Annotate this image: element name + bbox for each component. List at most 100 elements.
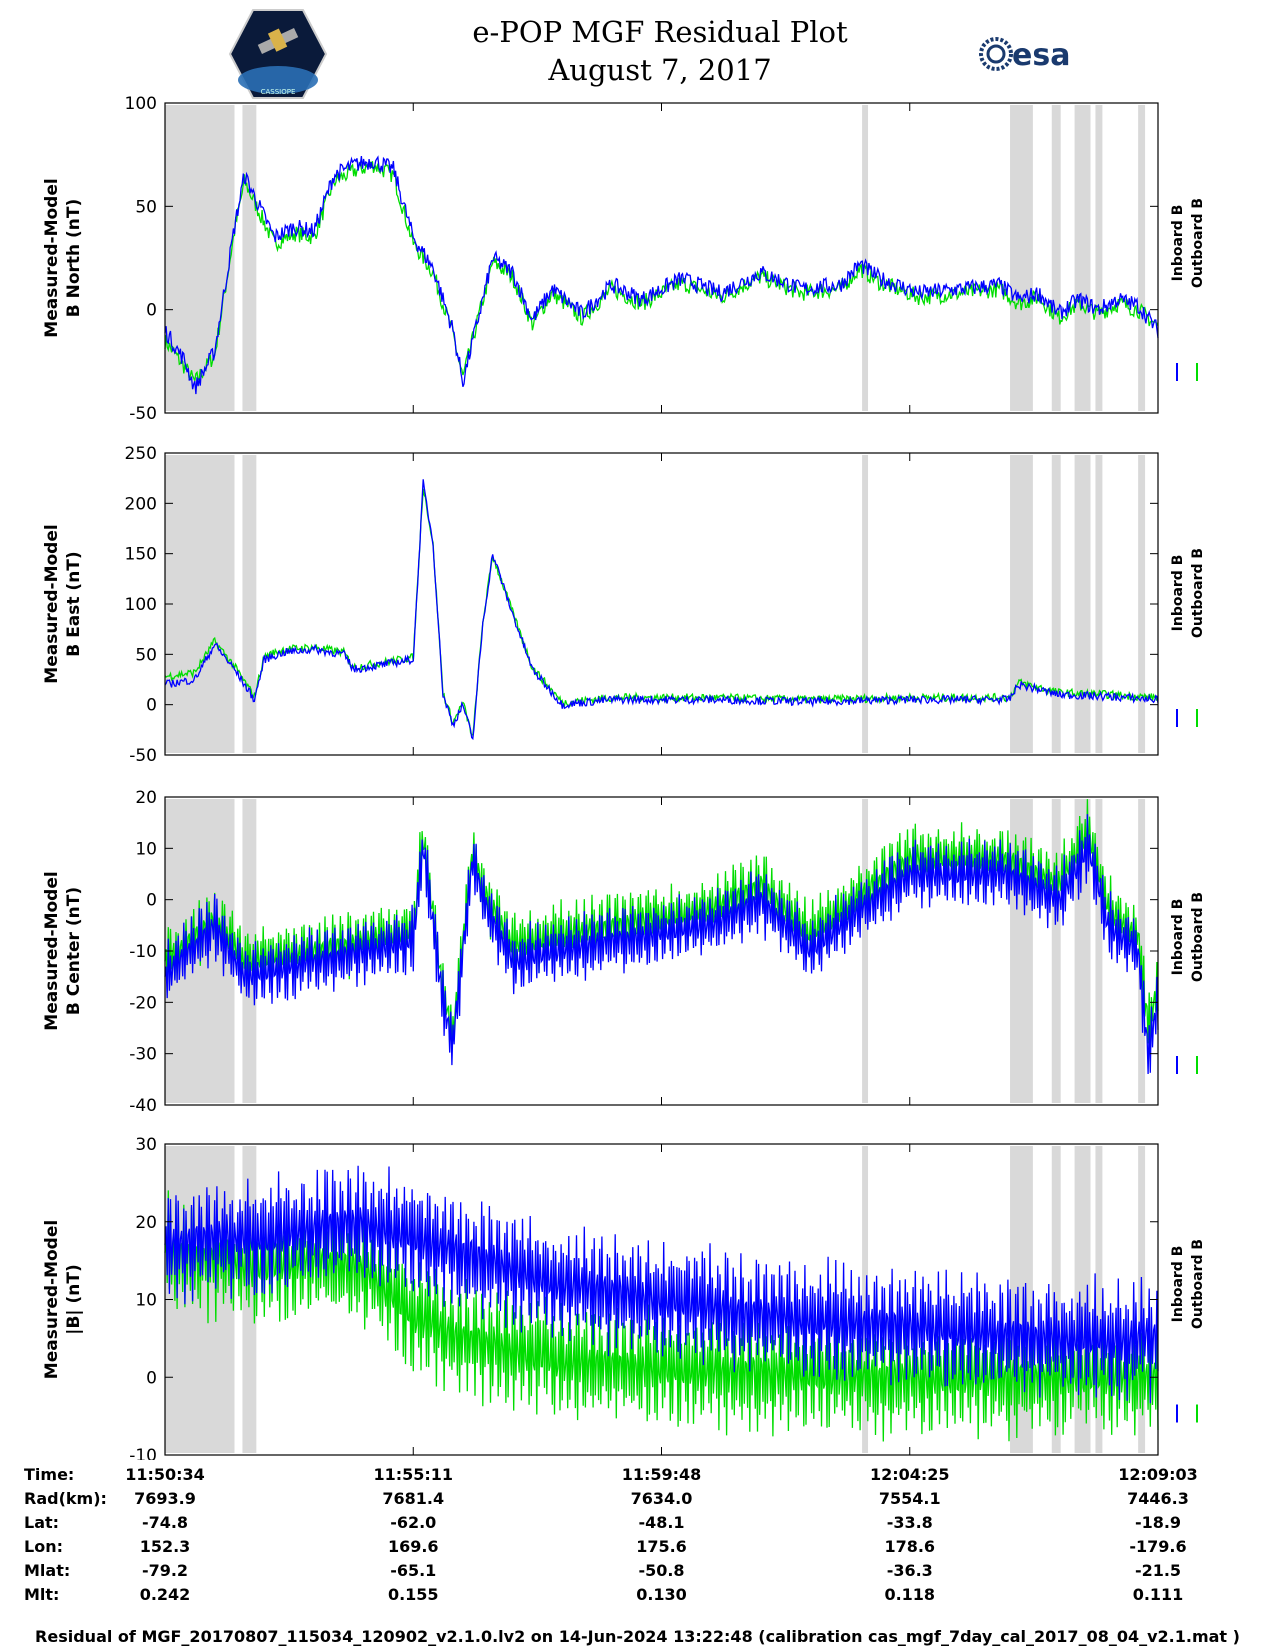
y-tick-label: 100 (125, 94, 157, 114)
gap-shade (165, 455, 235, 753)
ephemeris-cell: 7634.0 (630, 1489, 693, 1508)
ephemeris-cell: -48.1 (638, 1513, 685, 1532)
esa-logo: esa (979, 37, 1070, 73)
gap-shade (1010, 105, 1033, 411)
gap-shade (242, 105, 257, 411)
series-line-inboard-b (164, 155, 1159, 395)
y-axis-label: Measured-Model (42, 871, 62, 1030)
gap-shade (1051, 1146, 1061, 1453)
y-tick-label: -50 (129, 746, 157, 766)
ephemeris-row-label: Mlt: (24, 1585, 60, 1604)
y-tick-label: 50 (135, 197, 157, 217)
logo-left-text: CASSIOPE (261, 88, 296, 96)
ephemeris-cell: 175.6 (636, 1537, 687, 1556)
legend-label: Inboard B (1170, 1246, 1186, 1323)
ephemeris-cell: -18.9 (1134, 1513, 1182, 1532)
plot-frame (164, 102, 1159, 414)
ephemeris-cell: -179.6 (1129, 1537, 1187, 1556)
panel-2: -50 0 50 100 150 200 250 Measured-Model B East (… (42, 444, 1206, 766)
ephemeris-cell: 0.118 (884, 1585, 936, 1604)
caption: Residual of MGF_20170807_115034_120902_v… (35, 1627, 1240, 1646)
gap-shade (1010, 455, 1033, 753)
legend-label: Inboard B (1170, 205, 1186, 282)
y-axis-label: Measured-Model (42, 1220, 62, 1379)
y-tick-label: 10 (135, 1291, 157, 1311)
y-tick-label: -20 (129, 993, 157, 1013)
y-tick-label: 30 (135, 1135, 157, 1155)
ephemeris-cell: 12:09:03 (1118, 1465, 1198, 1484)
ephemeris-cell: 12:04:25 (869, 1465, 950, 1484)
gap-shade (862, 799, 869, 1103)
gap-shade (1074, 455, 1091, 753)
gap-shade (242, 455, 257, 753)
ephemeris-cell: 7446.3 (1127, 1489, 1189, 1508)
y-axis-label: B Center (nT) (64, 887, 84, 1015)
ephemeris-cell: -33.8 (886, 1513, 933, 1532)
ephemeris-cell: 169.6 (387, 1537, 439, 1556)
gap-shade (1074, 105, 1091, 411)
legend-label: Inboard B (1170, 899, 1186, 976)
legend-label: Outboard B (1190, 198, 1206, 288)
ephemeris-table: Time: 11:50:34 11:55:11 11:59:48 12:04:25 12:… (0, 1465, 1275, 1615)
ephemeris-cell: 7554.1 (878, 1489, 941, 1508)
y-axis-label: Measured-Model (42, 178, 62, 337)
panel-4: -10 0 10 20 30 Measured-Model |B| (nT) Inboard … (42, 1135, 1206, 1460)
series-line-outboard-b (164, 799, 1159, 1050)
series-line-inboard-b (164, 1165, 1159, 1404)
y-axis-label: |B| (nT) (64, 1264, 84, 1335)
legend-label: Outboard B (1190, 1239, 1206, 1329)
gap-shade (862, 105, 869, 411)
ephemeris-cell: 7681.4 (382, 1489, 445, 1508)
y-tick-label: 0 (146, 696, 157, 716)
gap-shade (862, 1146, 869, 1453)
ephemeris-cell: -21.5 (1134, 1561, 1182, 1580)
plot-frame (164, 452, 1159, 756)
ephemeris-row-label: Rad(km): (24, 1489, 107, 1508)
y-tick-label: 0 (146, 891, 157, 911)
panel-3: -40 -30 -20 -10 0 10 20 Measured-Model B Center … (42, 788, 1206, 1116)
y-tick-label: 0 (146, 301, 157, 321)
y-tick-label: -50 (129, 404, 157, 424)
gap-shade (165, 105, 235, 411)
logo-right-text: esa (1012, 38, 1070, 73)
gap-shade (1010, 799, 1033, 1103)
cassiope-logo: CASSIOPE (228, 9, 328, 99)
gap-shade (1095, 1146, 1103, 1453)
legend-label: Outboard B (1190, 548, 1206, 638)
panel-1: -50 0 50 100 Measured-Model B North (nT) Inboa… (42, 94, 1206, 424)
ephemeris-cell: -79.2 (141, 1561, 189, 1580)
legend-label: Outboard B (1190, 892, 1206, 982)
y-tick-label: 20 (135, 1213, 157, 1233)
series-line-inboard-b (164, 814, 1159, 1075)
y-tick-label: -10 (129, 1446, 157, 1460)
y-axis-label: Measured-Model (42, 524, 62, 683)
y-tick-label: 250 (125, 444, 157, 464)
gap-shade (1095, 105, 1103, 411)
gap-shade (1051, 455, 1061, 753)
ephemeris-row-label: Lon: (24, 1537, 63, 1556)
y-tick-label: 0 (146, 1368, 157, 1388)
ephemeris-cell: 11:50:34 (125, 1465, 205, 1484)
legend-label: Inboard B (1170, 555, 1186, 632)
y-tick-label: 50 (135, 645, 157, 665)
ephemeris-cell: -50.8 (638, 1561, 685, 1580)
y-axis-label: B East (nT) (64, 551, 84, 656)
gap-shade (1095, 455, 1103, 753)
y-tick-label: 10 (135, 839, 157, 859)
ephemeris-cell: 7693.9 (134, 1489, 196, 1508)
ephemeris-cell: 0.111 (1132, 1585, 1184, 1604)
gap-shade (862, 455, 869, 753)
series-line-inboard-b (164, 479, 1159, 741)
ephemeris-cell: -36.3 (886, 1561, 933, 1580)
series-line-outboard-b (164, 161, 1159, 384)
gap-shade (1138, 455, 1146, 753)
ephemeris-cell: -62.0 (390, 1513, 437, 1532)
y-tick-label: 150 (125, 545, 157, 565)
y-tick-label: -10 (129, 942, 157, 962)
ephemeris-cell: 0.130 (636, 1585, 687, 1604)
y-tick-label: 100 (125, 595, 157, 615)
ephemeris-cell: -65.1 (390, 1561, 437, 1580)
gap-shade (1095, 799, 1103, 1103)
ephemeris-cell: -74.8 (141, 1513, 189, 1532)
